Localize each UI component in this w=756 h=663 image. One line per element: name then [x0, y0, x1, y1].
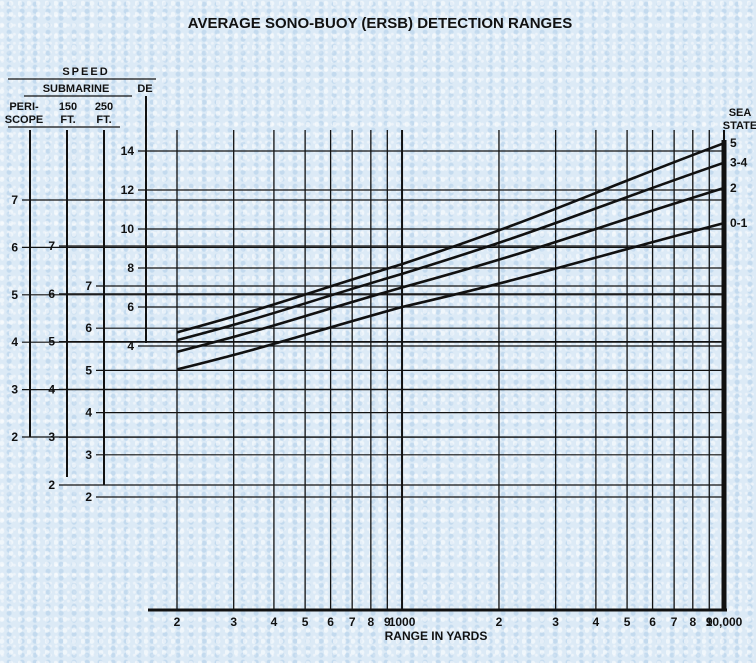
series-line-2 — [176, 186, 725, 354]
periscope-header-line1: PERI- — [9, 101, 39, 113]
sea-state-label-5: 5 — [730, 136, 737, 150]
x-tick-label: 6 — [649, 615, 656, 629]
series-line-3-4 — [176, 161, 725, 342]
series-line-0-1 — [176, 221, 725, 371]
ft150-header-line1: 150 — [59, 101, 77, 113]
ft250-tick-label: 4 — [85, 406, 92, 420]
ft250-tick-label: 7 — [85, 279, 92, 293]
de-tick-label: 12 — [121, 183, 135, 197]
ft150-tick-label: 6 — [48, 287, 55, 301]
periscope-tick-label: 3 — [11, 383, 18, 397]
de-tick-label: 10 — [121, 222, 135, 236]
periscope-header-line2: SCOPE — [5, 114, 44, 126]
x-tick-label: 6 — [327, 615, 334, 629]
x-axis-label: RANGE IN YARDS — [385, 629, 488, 643]
series-line-5 — [176, 141, 725, 334]
de-tick-label: 8 — [127, 261, 134, 275]
ft250-tick-label: 2 — [85, 490, 92, 504]
ft150-tick-label: 5 — [48, 335, 55, 349]
x-tick-label: 8 — [689, 615, 696, 629]
x-tick-label: 9 — [706, 615, 713, 629]
sea-state-label-2: 2 — [730, 181, 737, 195]
x-tick-label: 8 — [367, 615, 374, 629]
sea-state-label-3-4: 3-4 — [730, 156, 748, 170]
periscope-tick-label: 2 — [11, 430, 18, 444]
x-tick-label: 10,000 — [706, 615, 743, 629]
ft150-tick-label: 3 — [48, 430, 55, 444]
de-tick-label: 6 — [127, 300, 134, 314]
x-tick-label: 1000 — [389, 615, 416, 629]
x-tick-label: 5 — [302, 615, 309, 629]
periscope-tick-label: 6 — [11, 240, 18, 254]
periscope-tick-label: 5 — [11, 288, 18, 302]
sea-state-header-line2: STATE — [723, 120, 756, 132]
x-tick-label: 3 — [552, 615, 559, 629]
x-tick-label: 2 — [174, 615, 181, 629]
x-tick-label: 9 — [384, 615, 391, 629]
ft250-header-line1: 250 — [95, 101, 113, 113]
ft150-tick-label: 4 — [48, 382, 55, 396]
ft250-tick-label: 5 — [85, 363, 92, 377]
ft250-tick-label: 3 — [85, 448, 92, 462]
periscope-tick-label: 4 — [11, 335, 18, 349]
de-tick-label: 14 — [121, 144, 135, 158]
sea-state-label-0-1: 0-1 — [730, 216, 748, 230]
chart-title: AVERAGE SONO-BUOY (ERSB) DETECTION RANGE… — [188, 15, 572, 32]
ft150-tick-label: 7 — [48, 239, 55, 253]
periscope-tick-label: 7 — [11, 193, 18, 207]
de-tick-label: 4 — [127, 339, 134, 353]
x-tick-label: 7 — [671, 615, 678, 629]
x-tick-label: 4 — [271, 615, 278, 629]
ft250-tick-label: 6 — [85, 321, 92, 335]
ft250-header-line2: FT. — [96, 114, 111, 126]
x-tick-label: 2 — [496, 615, 503, 629]
submarine-header: SUBMARINE — [43, 83, 110, 95]
speed-header: SPEED — [62, 66, 109, 78]
sea-state-header-line1: SEA — [729, 107, 752, 119]
x-tick-label: 3 — [230, 615, 237, 629]
x-tick-label: 5 — [624, 615, 631, 629]
x-tick-label: 7 — [349, 615, 356, 629]
ft150-header-line2: FT. — [60, 114, 75, 126]
x-tick-label: 4 — [593, 615, 600, 629]
ft150-tick-label: 2 — [48, 478, 55, 492]
de-header: DE — [137, 83, 152, 95]
